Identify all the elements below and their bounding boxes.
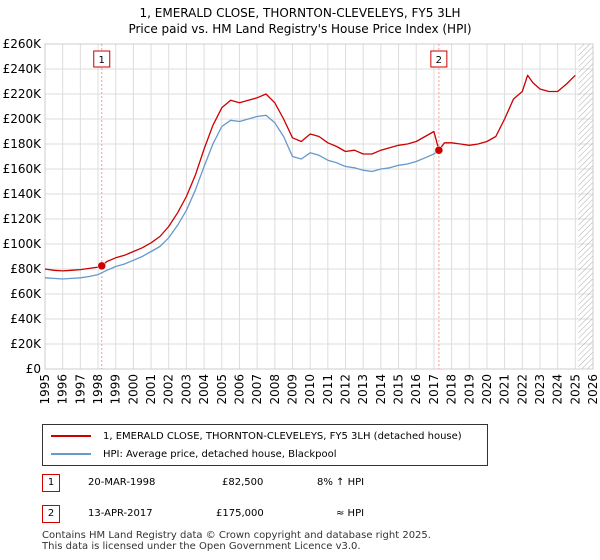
legend-label-property: 1, EMERALD CLOSE, THORNTON-CLEVELEYS, FY… bbox=[103, 430, 462, 442]
series-line-hpi bbox=[44, 114, 440, 280]
x-tick-label: 2023 bbox=[533, 374, 547, 405]
chart-title: 1, EMERALD CLOSE, THORNTON-CLEVELEYS, FY… bbox=[139, 6, 461, 20]
x-tick-label: 1998 bbox=[91, 374, 105, 405]
transaction-hpi: ≈ HPI bbox=[336, 508, 365, 519]
x-tick-label: 2015 bbox=[392, 374, 406, 405]
transaction-number-badge: 1 bbox=[42, 474, 60, 492]
x-tick-label: 1996 bbox=[56, 374, 70, 405]
x-tick-label: 2003 bbox=[179, 374, 193, 405]
x-tick-label: 2016 bbox=[409, 374, 423, 405]
transaction-number-badge: 2 bbox=[42, 505, 60, 523]
transaction-label-box bbox=[93, 50, 111, 68]
price-chart: £0 £20K £40K £60K £80K £100K £120K £140K £160K £1… bbox=[3, 37, 600, 405]
y-tick-label: £160K bbox=[3, 162, 43, 176]
transaction-point bbox=[97, 261, 106, 271]
x-tick-label: 2014 bbox=[374, 374, 388, 405]
legend-label-hpi: HPI: Average price, detached house, Blac… bbox=[103, 448, 337, 460]
plot-area-border bbox=[44, 43, 594, 370]
x-tick-label: 2009 bbox=[285, 374, 299, 405]
legend: 1, EMERALD CLOSE, THORNTON-CLEVELEYS, FY… bbox=[42, 424, 488, 466]
legend-swatch-blue bbox=[51, 453, 91, 455]
footer: Contains HM Land Registry data © Crown c… bbox=[42, 530, 431, 552]
transaction-label-box bbox=[430, 50, 448, 68]
x-tick-label: 2017 bbox=[427, 374, 441, 405]
x-tick-label: 2024 bbox=[551, 374, 565, 405]
y-tick-label: £100K bbox=[3, 237, 43, 251]
y-tick-label: £260K bbox=[3, 37, 43, 51]
transaction-date: 13-APR-2017 bbox=[88, 508, 153, 519]
transaction-hpi: 8% ↑ HPI bbox=[317, 477, 365, 488]
x-tick-label: 2020 bbox=[480, 374, 494, 405]
x-tick-label: 2000 bbox=[126, 374, 140, 405]
y-tick-label: £0 bbox=[26, 362, 41, 376]
x-tick-label: 2021 bbox=[498, 374, 512, 405]
x-tick-label: 2019 bbox=[462, 374, 476, 405]
footer-copyright: Contains HM Land Registry data © Crown c… bbox=[42, 530, 431, 541]
x-tick-label: 2008 bbox=[268, 374, 282, 405]
y-tick-label: £140K bbox=[3, 187, 43, 201]
x-tick-label: 2018 bbox=[445, 374, 459, 405]
x-tick-label: 2006 bbox=[232, 374, 246, 405]
y-tick-label: £200K bbox=[3, 112, 43, 126]
x-tick-label: 2026 bbox=[586, 374, 600, 405]
transaction-label-text: 2 bbox=[436, 55, 442, 66]
x-tick-label: 1995 bbox=[38, 374, 52, 405]
y-tick-label: £80K bbox=[10, 262, 42, 276]
x-tick-label: 2011 bbox=[321, 374, 335, 405]
x-tick-label: 2013 bbox=[356, 374, 370, 405]
transaction-date: 20-MAR-1998 bbox=[88, 477, 156, 488]
legend-swatch-red bbox=[51, 435, 91, 437]
y-tick-label: £60K bbox=[10, 287, 42, 301]
chart-subtitle: Price paid vs. HM Land Registry's House … bbox=[128, 22, 472, 36]
transaction-price: £82,500 bbox=[222, 477, 264, 488]
x-tick-label: 1997 bbox=[73, 374, 87, 405]
x-tick-label: 2001 bbox=[144, 374, 158, 405]
footer-licence: This data is licensed under the Open Gov… bbox=[42, 541, 361, 552]
transaction-label-text: 1 bbox=[99, 55, 105, 66]
y-tick-label: £220K bbox=[3, 87, 43, 101]
legend-item-hpi: HPI: Average price, detached house, Blac… bbox=[51, 447, 337, 461]
legend-item-property: 1, EMERALD CLOSE, THORNTON-CLEVELEYS, FY… bbox=[51, 429, 462, 443]
x-tick-label: 2007 bbox=[250, 374, 264, 405]
x-tick-label: 2002 bbox=[162, 374, 176, 405]
x-tick-label: 2022 bbox=[515, 374, 529, 405]
y-tick-label: £180K bbox=[3, 137, 43, 151]
y-tick-label: £20K bbox=[10, 337, 42, 351]
x-tick-label: 2004 bbox=[197, 374, 211, 405]
x-tick-label: 2025 bbox=[568, 374, 582, 405]
x-tick-label: 2012 bbox=[339, 374, 353, 405]
forecast-region bbox=[578, 44, 593, 369]
transaction-price: £175,000 bbox=[216, 508, 264, 519]
series-line-property bbox=[44, 74, 576, 272]
x-tick-label: 1999 bbox=[109, 374, 123, 405]
transaction-point bbox=[434, 146, 444, 155]
x-tick-label: 2010 bbox=[303, 374, 317, 405]
y-tick-label: £120K bbox=[3, 212, 43, 226]
y-tick-label: £40K bbox=[10, 312, 42, 326]
x-tick-label: 2005 bbox=[215, 374, 229, 405]
y-tick-label: £240K bbox=[3, 62, 43, 76]
